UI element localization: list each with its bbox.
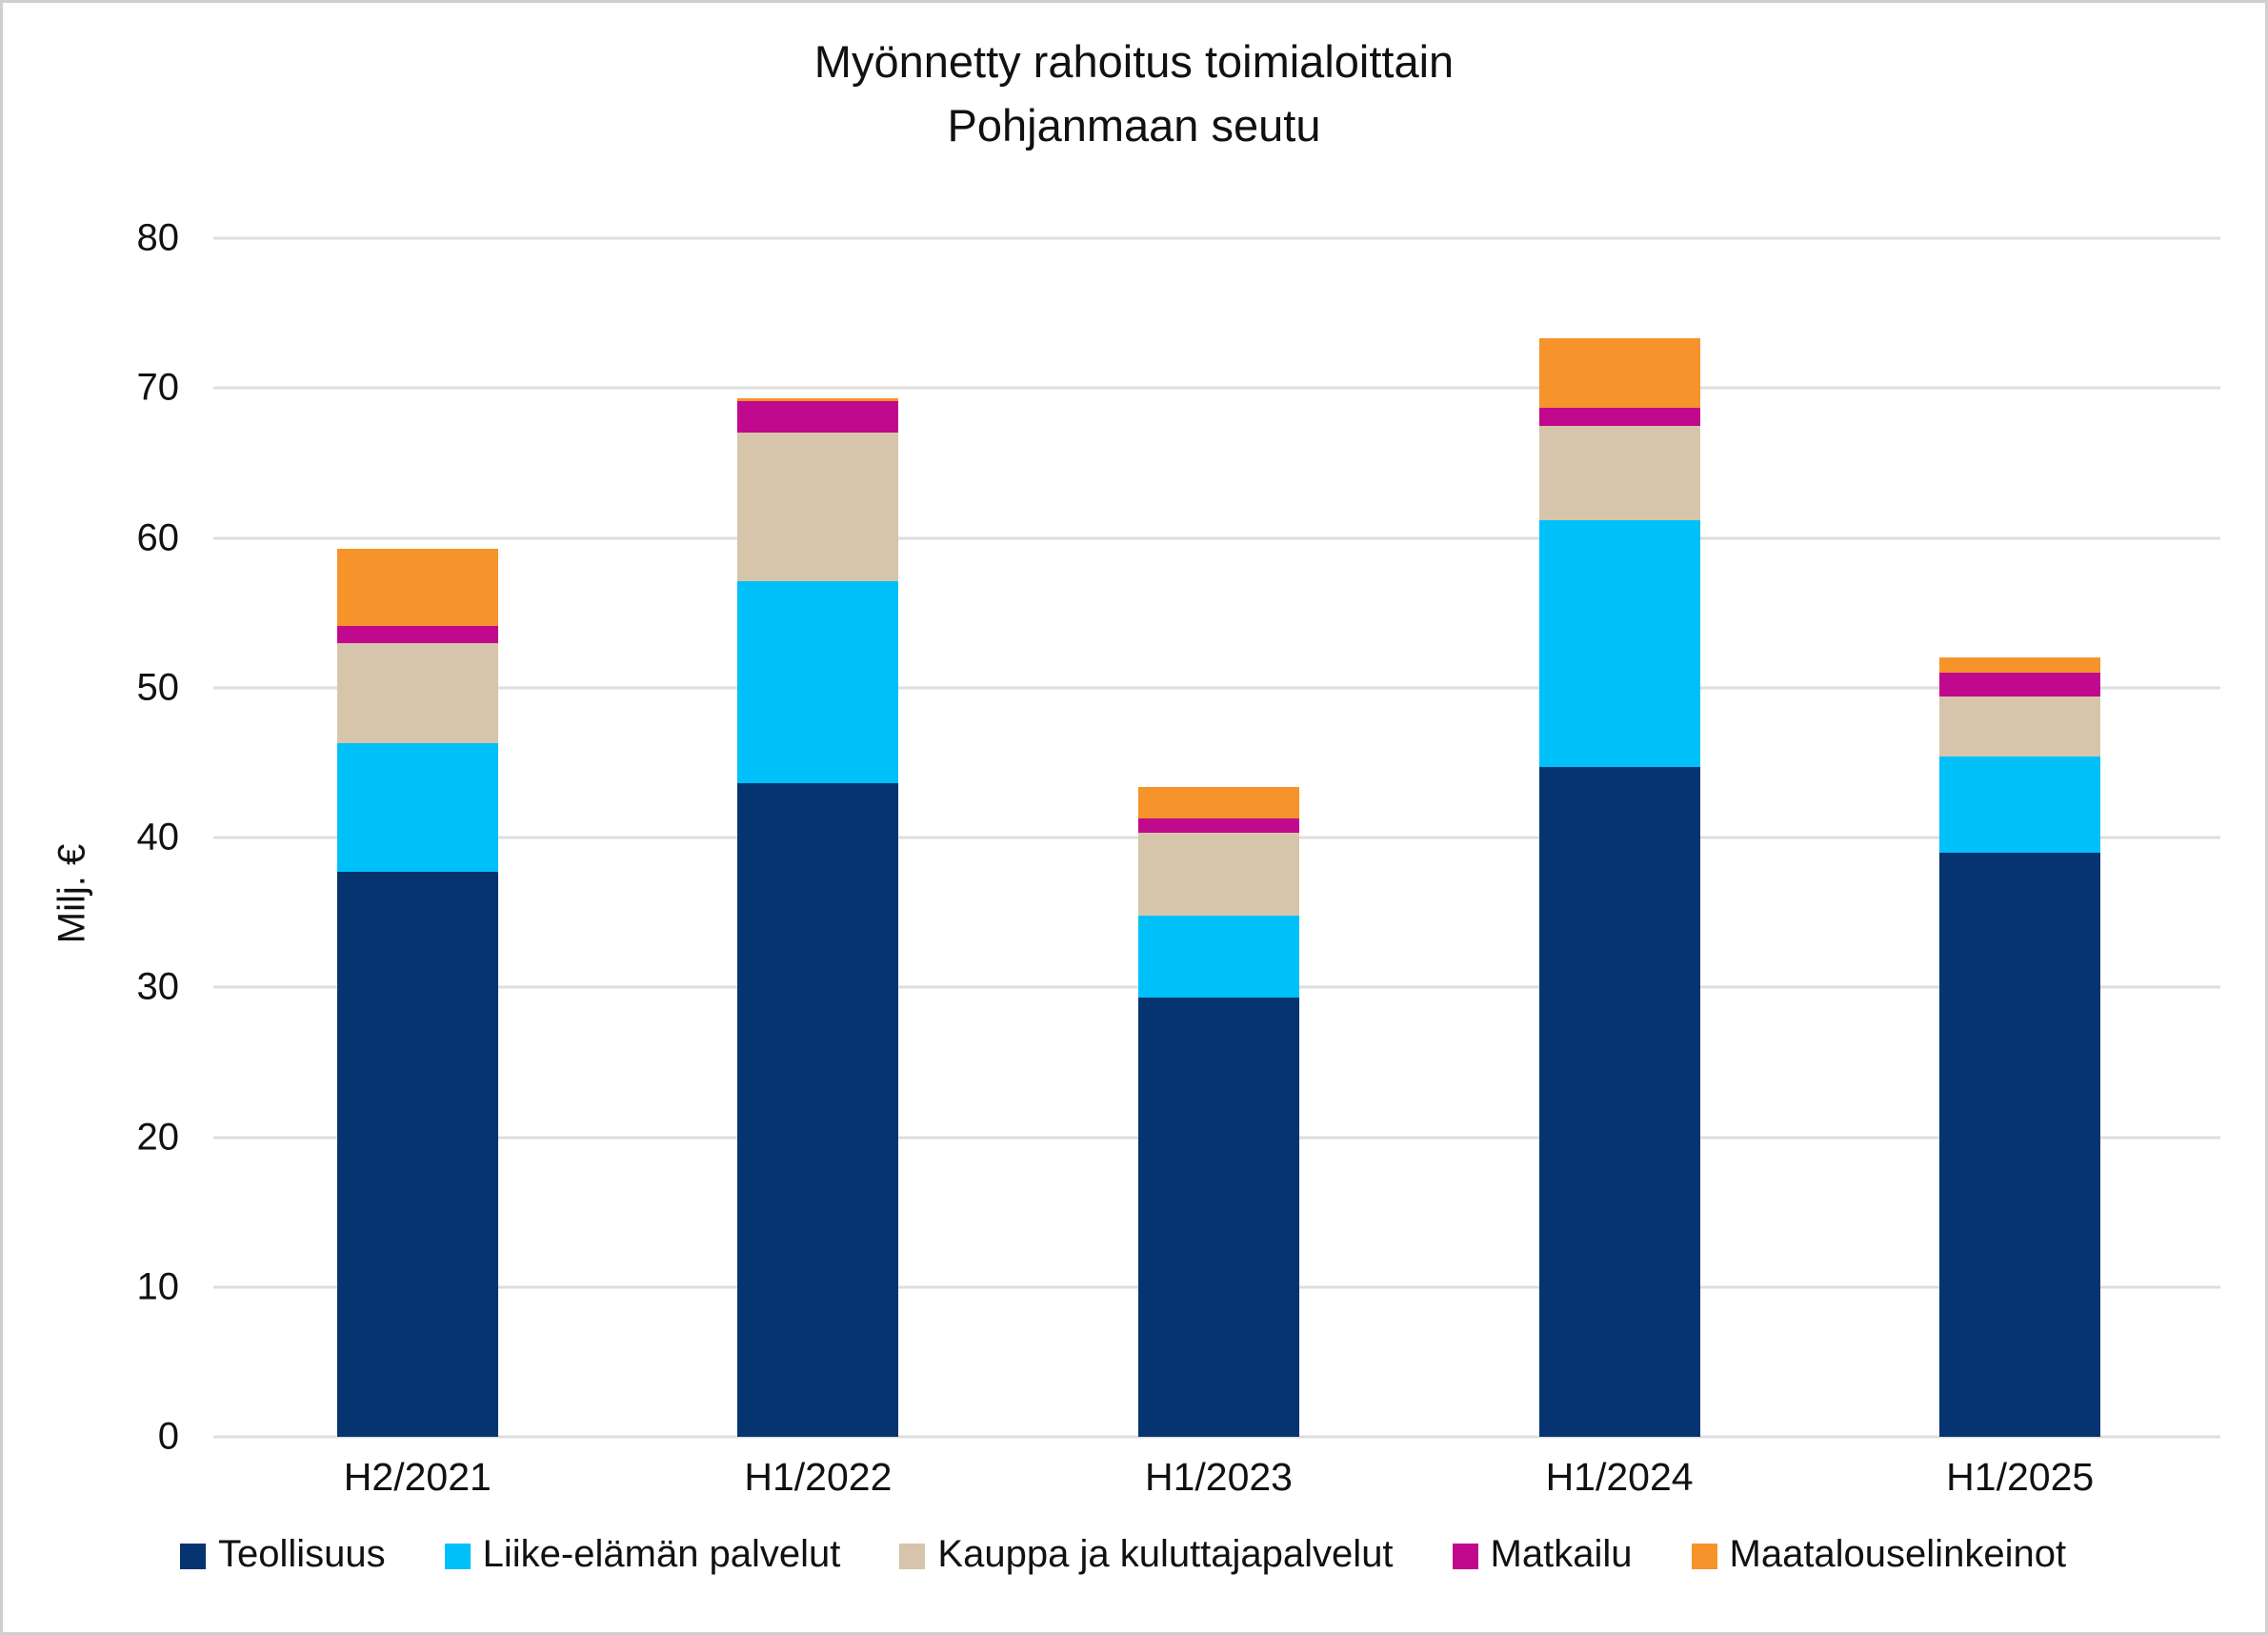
bar-segment <box>1137 998 1299 1437</box>
stacked-bar-H2/2021 <box>336 238 498 1437</box>
x-axis-tick-labels: H2/2021 H1/2022 H1/2023 H1/2024 H1/2025 <box>217 1455 2220 1500</box>
x-tick-label-H1/2023: H1/2023 <box>1144 1455 1293 1499</box>
y-tick-label: 40 <box>136 816 180 858</box>
chart-title: Myönnetty rahoitus toimialoittain Pohjan… <box>3 30 2265 157</box>
y-tick-label: 10 <box>136 1265 180 1308</box>
gridline-60 <box>213 536 2220 539</box>
x-tick-label-H1/2024: H1/2024 <box>1545 1455 1694 1499</box>
bar-segment <box>737 401 899 434</box>
legend-item: Kauppa ja kuluttajapalvelut <box>899 1533 1394 1576</box>
bar-segment <box>1939 757 2101 853</box>
plot-area <box>213 236 2220 1439</box>
bar-segment <box>737 398 899 402</box>
legend-item: Liike-elämän palvelut <box>444 1533 841 1576</box>
legend-label: Maatalouselinkeinot <box>1729 1533 2067 1575</box>
legend-label: Kauppa ja kuluttajapalvelut <box>937 1533 1394 1575</box>
bar-segment <box>1538 425 1700 520</box>
gridline-0 <box>213 1435 2220 1439</box>
legend-swatch <box>899 1544 926 1569</box>
legend-swatch <box>1452 1544 1478 1569</box>
bar-segment <box>1939 852 2101 1437</box>
legend-item: Maatalouselinkeinot <box>1691 1533 2067 1576</box>
stacked-bar-H1/2025 <box>1939 238 2101 1437</box>
bar-segment <box>336 642 498 743</box>
bar-segment <box>1137 915 1299 999</box>
bar-segment <box>1939 673 2101 697</box>
stacked-bar-H1/2023 <box>1137 238 1299 1437</box>
bar-slot-H2/2021 <box>217 238 618 1437</box>
legend-swatch <box>180 1544 206 1569</box>
y-tick-label: 30 <box>136 965 180 1008</box>
stacked-bar-H1/2024 <box>1538 238 1700 1437</box>
gridline-80 <box>213 236 2220 240</box>
bar-segment <box>1137 786 1299 818</box>
bar-segment <box>737 433 899 582</box>
bars-layer <box>217 238 2220 1437</box>
y-tick-label: 70 <box>136 366 180 409</box>
x-tick-label-H1/2022: H1/2022 <box>744 1455 893 1499</box>
gridline-50 <box>213 686 2220 690</box>
bar-segment <box>1137 818 1299 834</box>
bar-segment <box>1137 833 1299 916</box>
y-tick-label: 0 <box>157 1415 179 1458</box>
bar-slot-H1/2024 <box>1419 238 1820 1437</box>
y-tick-label: 60 <box>136 516 180 558</box>
legend-label: Liike-elämän palvelut <box>482 1533 841 1575</box>
bar-segment <box>1538 407 1700 426</box>
bar-segment <box>1939 657 2101 674</box>
bar-segment <box>1538 519 1700 768</box>
legend-swatch <box>1691 1544 1717 1569</box>
legend-label: Teollisuus <box>218 1533 386 1575</box>
legend-item: Teollisuus <box>180 1533 386 1576</box>
legend: Teollisuus Liike-elämän palvelut Kauppa ja… <box>180 1533 2066 1576</box>
x-tick-label-H2/2021: H2/2021 <box>343 1455 492 1499</box>
bar-segment <box>1538 338 1700 408</box>
bar-slot-H1/2025 <box>1819 238 2220 1437</box>
bar-segment <box>336 626 498 643</box>
stacked-bar-H1/2022 <box>737 238 899 1437</box>
y-tick-label: 80 <box>136 216 180 259</box>
bar-segment <box>737 581 899 784</box>
gridline-70 <box>213 386 2220 390</box>
bar-slot-H1/2022 <box>618 238 1019 1437</box>
legend-label: Matkailu <box>1490 1533 1633 1575</box>
bar-segment <box>1939 696 2101 757</box>
y-tick-label: 50 <box>136 666 180 709</box>
y-tick-label: 20 <box>136 1116 180 1158</box>
bar-segment <box>336 548 498 627</box>
x-tick-label-H1/2025: H1/2025 <box>1946 1455 2095 1499</box>
y-axis-tick-labels: 0 10 20 30 40 50 60 70 80 <box>3 217 193 1458</box>
bar-segment <box>336 742 498 873</box>
bar-segment <box>737 783 899 1437</box>
legend-swatch <box>444 1544 471 1569</box>
bar-segment <box>336 872 498 1437</box>
bar-slot-H1/2023 <box>1018 238 1419 1437</box>
legend-item: Matkailu <box>1452 1533 1633 1576</box>
chart-title-line1: Myönnetty rahoitus toimialoittain <box>813 36 1455 87</box>
chart-title-line2: Pohjanmaan seutu <box>947 100 1321 151</box>
bar-segment <box>1538 767 1700 1437</box>
